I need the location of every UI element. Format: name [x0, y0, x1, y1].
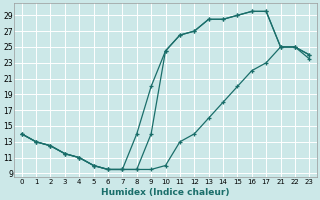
X-axis label: Humidex (Indice chaleur): Humidex (Indice chaleur) — [101, 188, 230, 197]
